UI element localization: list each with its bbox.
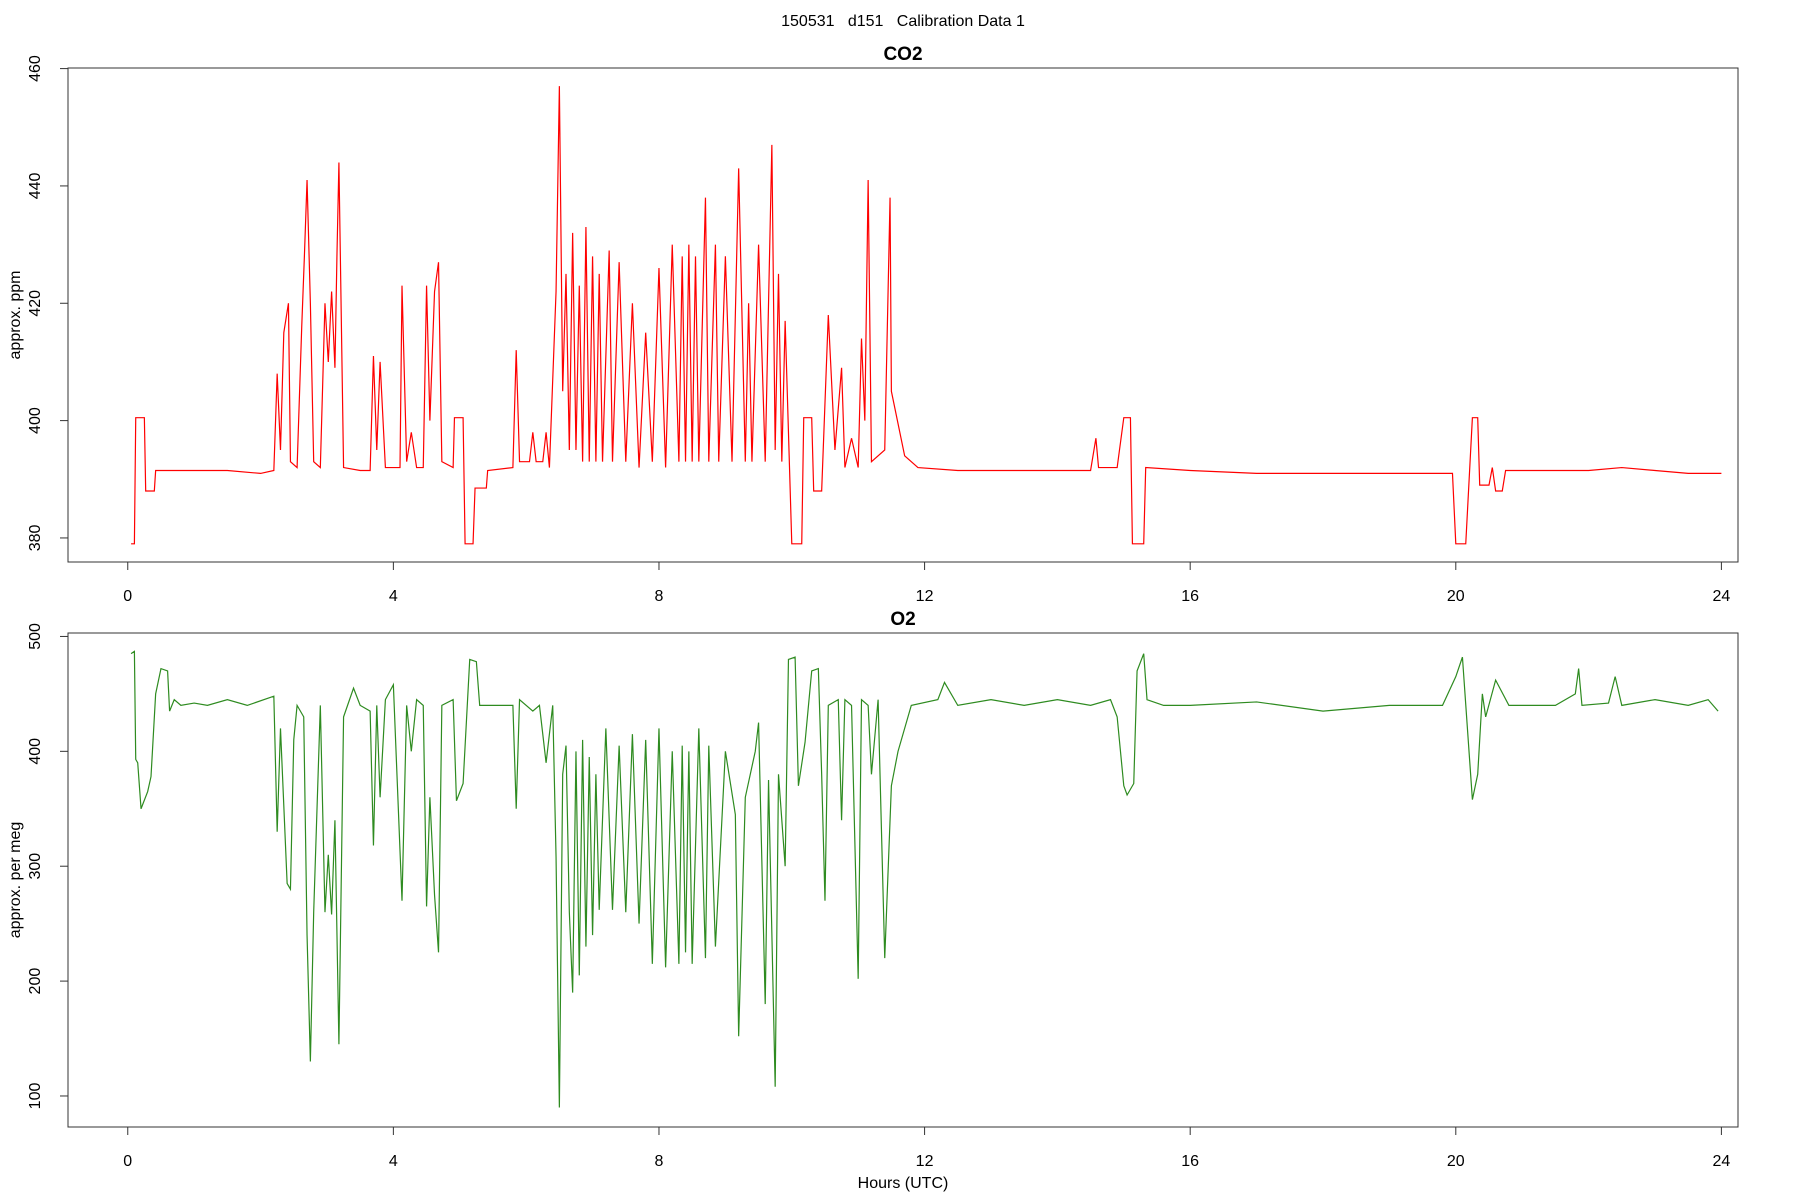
plot-frame — [67, 67, 1739, 563]
y-axis-title: approx. ppm — [7, 271, 24, 360]
y-axis-title: approx. per meg — [7, 822, 24, 939]
x-tick-label: 16 — [1181, 1153, 1199, 1170]
x-tick-label: 0 — [123, 1153, 132, 1170]
y-tick-label: 500 — [27, 623, 44, 650]
y-tick-label: 380 — [27, 525, 44, 552]
x-tick-label: 24 — [1713, 588, 1731, 605]
data-line — [131, 86, 1722, 545]
chart-title: CO2 — [883, 44, 922, 65]
x-tick-label: 4 — [389, 1153, 398, 1170]
y-tick-label: 440 — [27, 172, 44, 199]
y-tick-label: 400 — [27, 407, 44, 434]
x-axis-title: Hours (UTC) — [858, 1175, 949, 1192]
x-tick-label: 12 — [916, 588, 934, 605]
x-tick-label: 8 — [655, 588, 664, 605]
x-tick-label: 16 — [1181, 588, 1199, 605]
y-tick-label: 300 — [27, 853, 44, 880]
data-line — [130, 650, 1719, 1108]
y-tick-label: 100 — [27, 1083, 44, 1110]
x-tick-label: 20 — [1447, 1153, 1465, 1170]
x-tick-label: 12 — [916, 1153, 934, 1170]
y-tick-label: 400 — [27, 738, 44, 765]
y-tick-label: 200 — [27, 968, 44, 995]
y-tick-label: 460 — [27, 55, 44, 82]
y-tick-label: 420 — [27, 290, 44, 317]
x-tick-label: 20 — [1447, 588, 1465, 605]
chart-title: O2 — [890, 609, 915, 630]
plot-frame — [67, 632, 1739, 1128]
page-title: 150531 d151 Calibration Data 1 — [781, 13, 1025, 30]
x-tick-label: 0 — [123, 588, 132, 605]
x-tick-label: 24 — [1713, 1153, 1731, 1170]
x-tick-label: 4 — [389, 588, 398, 605]
x-tick-label: 8 — [655, 1153, 664, 1170]
